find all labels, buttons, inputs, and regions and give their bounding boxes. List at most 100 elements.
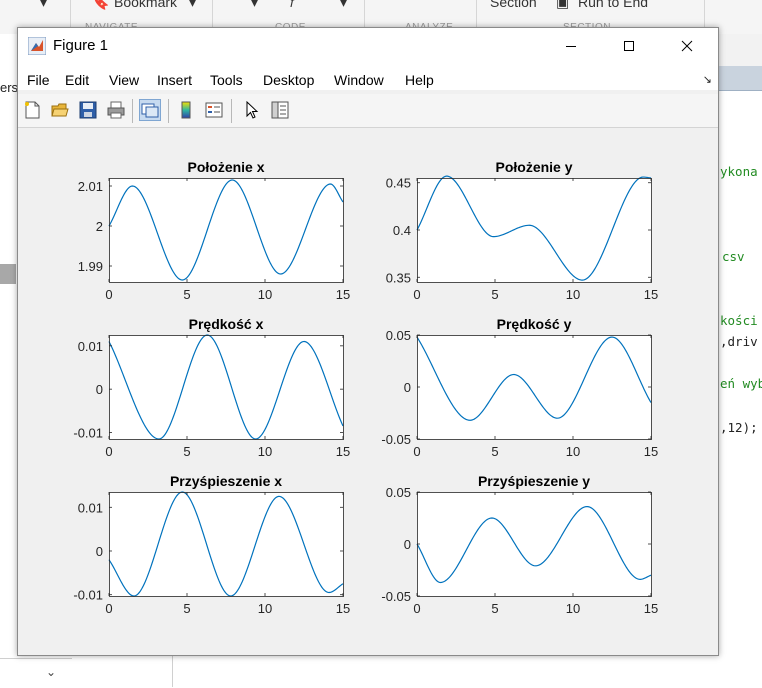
property-editor-button[interactable]: [269, 99, 291, 121]
code-line[interactable]: kości: [720, 313, 758, 328]
new-figure-button[interactable]: [21, 99, 43, 121]
y-tick-label: 0: [404, 380, 411, 395]
colorbar-icon: [181, 101, 191, 119]
series-line[interactable]: [416, 336, 652, 421]
code-dropdown-icon[interactable]: ▾: [251, 0, 259, 10]
y-tick-label: 0: [404, 537, 411, 552]
selected-row[interactable]: [0, 264, 16, 284]
y-tick-label: -0.01: [73, 588, 103, 603]
toolstrip-separator: [364, 0, 365, 34]
matlab-logo-icon: [28, 37, 46, 55]
series-line[interactable]: [108, 179, 344, 281]
axes-background[interactable]: [109, 178, 343, 282]
run-to-end-button[interactable]: Run to End: [578, 0, 649, 10]
save-button[interactable]: [77, 99, 99, 121]
y-tick-label: 0.05: [386, 485, 411, 500]
minimize-button[interactable]: [548, 28, 594, 64]
subplot-title: Prędkość y: [497, 316, 572, 332]
chevron-down-icon[interactable]: ⌄: [46, 665, 57, 679]
menu-view[interactable]: View: [109, 72, 140, 88]
x-tick-label: 0: [105, 444, 112, 459]
figure-canvas[interactable]: 0 5 10 15 1.99 2 2.01 Położenie x 0 5 10 15 0.35 0.4 0…: [18, 128, 718, 655]
maximize-button[interactable]: [606, 28, 652, 64]
y-tick-label: 0.4: [393, 223, 411, 238]
code-line[interactable]: eń wyb: [720, 376, 762, 391]
close-button[interactable]: [664, 28, 710, 64]
toolstrip-separator: [704, 0, 705, 34]
x-tick-label: 0: [105, 601, 112, 616]
menu-file[interactable]: File: [27, 72, 50, 88]
toolbar-separator: [231, 99, 232, 123]
code-dropdown-icon-2[interactable]: ▾: [340, 0, 348, 10]
axes-box: [109, 492, 344, 597]
series-line[interactable]: [108, 491, 344, 597]
toolstrip-separator: [70, 0, 71, 34]
series-line[interactable]: [416, 505, 652, 584]
y-tick-label: -0.01: [73, 426, 103, 441]
y-tick-label: -0.05: [381, 432, 411, 447]
y-tick-label: 2: [96, 219, 103, 234]
bookmark-dropdown-icon[interactable]: ▾: [189, 0, 197, 10]
subplot-title: Położenie x: [187, 159, 264, 175]
code-line[interactable]: ,12);: [720, 420, 758, 435]
axes-background[interactable]: [109, 335, 343, 439]
menu-edit[interactable]: Edit: [65, 72, 90, 88]
y-tick-label: 0: [96, 544, 103, 559]
panel-footer[interactable]: ⌄: [0, 658, 72, 688]
x-tick-label: 15: [644, 287, 658, 302]
y-tick-label: 1.99: [78, 259, 103, 274]
dropdown-arrow-icon[interactable]: ▾: [40, 0, 48, 10]
code-line[interactable]: ,driv: [720, 334, 758, 349]
axes-box: [417, 335, 652, 440]
pointer-button[interactable]: [241, 99, 263, 121]
axes-box: [417, 492, 652, 597]
code-line[interactable]: csv: [722, 249, 745, 264]
save-icon: [79, 101, 97, 119]
plots-svg[interactable]: 0 5 10 15 1.99 2 2.01 Położenie x 0 5 10 15 0.35 0.4 0…: [18, 128, 718, 655]
axes-background[interactable]: [417, 335, 651, 439]
x-tick-label: 0: [105, 287, 112, 302]
link-plot-icon: [141, 103, 159, 118]
window-title: Figure 1: [53, 37, 109, 54]
axes-background[interactable]: [109, 492, 343, 596]
colorbar-button[interactable]: [175, 99, 197, 121]
menu-tools[interactable]: Tools: [210, 72, 243, 88]
menu-bar: File Edit View Insert Tools Desktop Wind…: [18, 64, 718, 90]
dock-arrow-icon[interactable]: ↘: [702, 74, 712, 86]
panel-header-text: ers: [0, 80, 19, 95]
link-plot-button[interactable]: [139, 99, 161, 121]
x-tick-label: 15: [644, 444, 658, 459]
x-tick-label: 5: [491, 287, 498, 302]
menu-insert[interactable]: Insert: [157, 72, 193, 88]
function-icon[interactable]: 𝑓: [290, 0, 295, 10]
run-to-end-icon: ▣: [556, 0, 570, 10]
x-tick-label: 15: [336, 601, 350, 616]
x-tick-label: 5: [491, 444, 498, 459]
x-tick-label: 15: [336, 287, 350, 302]
series-line[interactable]: [416, 175, 652, 281]
figure-window[interactable]: Figure 1 File Edit View Insert Tools Des…: [17, 27, 719, 656]
y-tick-label: 0.01: [78, 339, 103, 354]
print-button[interactable]: [105, 99, 127, 121]
editor-tab[interactable]: [716, 66, 762, 91]
menu-desktop[interactable]: Desktop: [263, 72, 315, 88]
x-tick-label: 15: [644, 601, 658, 616]
section-button[interactable]: Section: [490, 0, 537, 10]
axes-background[interactable]: [417, 492, 651, 596]
menu-window[interactable]: Window: [334, 72, 384, 88]
toolbar-separator: [168, 99, 169, 123]
open-file-button[interactable]: [49, 99, 71, 121]
pointer-icon: [246, 101, 259, 119]
y-tick-label: -0.05: [381, 589, 411, 604]
code-line[interactable]: ykona: [720, 164, 758, 179]
subplot-title: Prędkość x: [189, 316, 264, 332]
title-bar[interactable]: Figure 1: [18, 28, 718, 64]
x-tick-label: 5: [183, 287, 190, 302]
bookmark-icon: 🔖: [92, 0, 110, 10]
bookmark-button[interactable]: Bookmark: [114, 0, 178, 10]
series-line[interactable]: [108, 334, 344, 440]
legend-button[interactable]: [203, 99, 225, 121]
menu-help[interactable]: Help: [405, 72, 434, 88]
x-tick-label: 10: [258, 287, 272, 302]
axes-background[interactable]: [417, 178, 651, 282]
